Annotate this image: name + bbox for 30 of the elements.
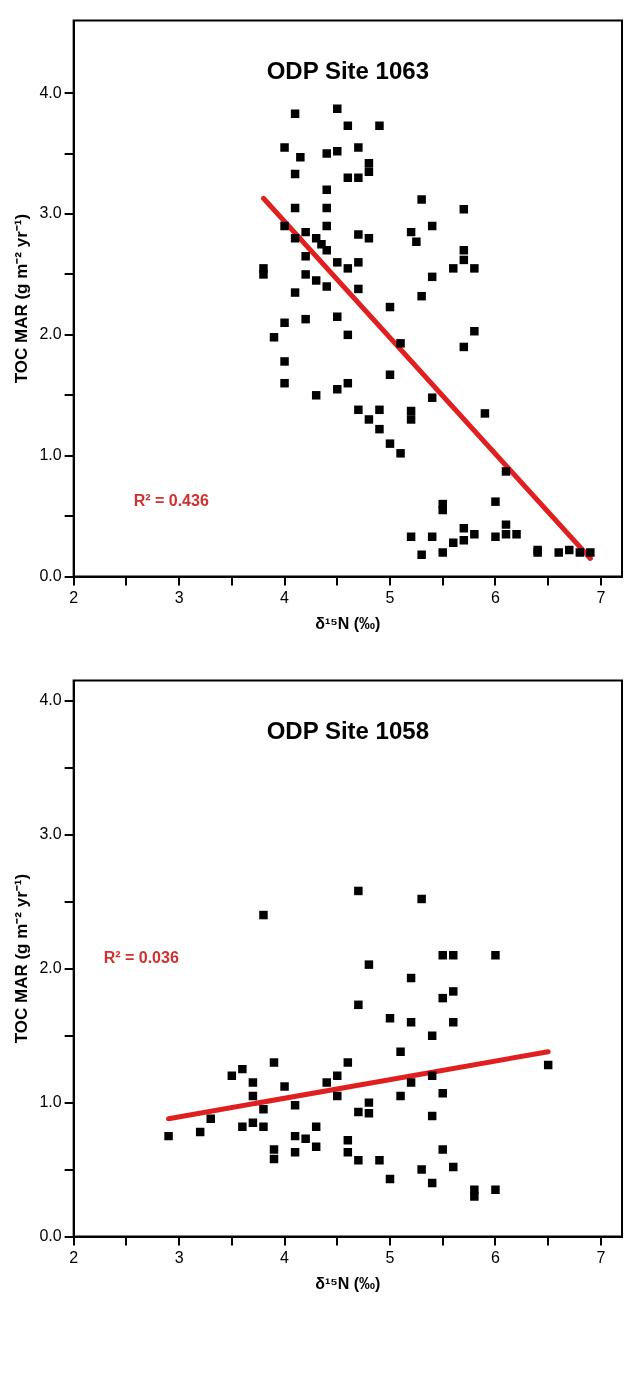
x-tick-label: 2 — [69, 588, 79, 606]
text: ODP Site 1063 — [266, 57, 429, 85]
annotation: R² = 0.436 — [133, 492, 209, 510]
y-tick-label: 2.0 — [39, 325, 62, 343]
x-axis-title: δ¹⁵N (‰) — [315, 1274, 381, 1292]
x-axis-title: δ¹⁵N (‰) — [315, 614, 381, 632]
x-tick-label: 5 — [385, 1248, 395, 1266]
y-axis-title: TOC MAR (g m⁻² yr⁻¹) — [11, 873, 31, 1044]
x-tick-label: 4 — [280, 588, 290, 606]
x-tick-label: 4 — [280, 1248, 290, 1266]
y-tick-label: 0.0 — [39, 1227, 62, 1245]
y-tick-label: 3.0 — [39, 204, 62, 222]
x-tick-label: 7 — [596, 1248, 606, 1266]
y-tick-label: 1.0 — [39, 446, 62, 464]
y-tick-label: 4.0 — [39, 83, 62, 101]
y-tick-label: 3.0 — [39, 825, 62, 843]
y-tick-label: 4.0 — [39, 691, 62, 709]
x-tick-label: 6 — [491, 1248, 500, 1266]
x-tick-label: 3 — [174, 1248, 184, 1266]
x-tick-label: 6 — [491, 588, 500, 606]
y-tick-label: 2.0 — [39, 959, 62, 977]
y-tick-label: 0.0 — [39, 567, 62, 585]
x-tick-label: 5 — [385, 588, 395, 606]
text: ODP Site 1058 — [266, 717, 429, 745]
x-tick-label: 3 — [174, 588, 184, 606]
y-tick-label: 1.0 — [39, 1093, 62, 1111]
x-tick-label: 7 — [596, 588, 606, 606]
y-axis-title: TOC MAR (g m⁻² yr⁻¹) — [11, 213, 31, 384]
annotation: R² = 0.036 — [103, 949, 179, 967]
x-tick-label: 2 — [69, 1248, 79, 1266]
